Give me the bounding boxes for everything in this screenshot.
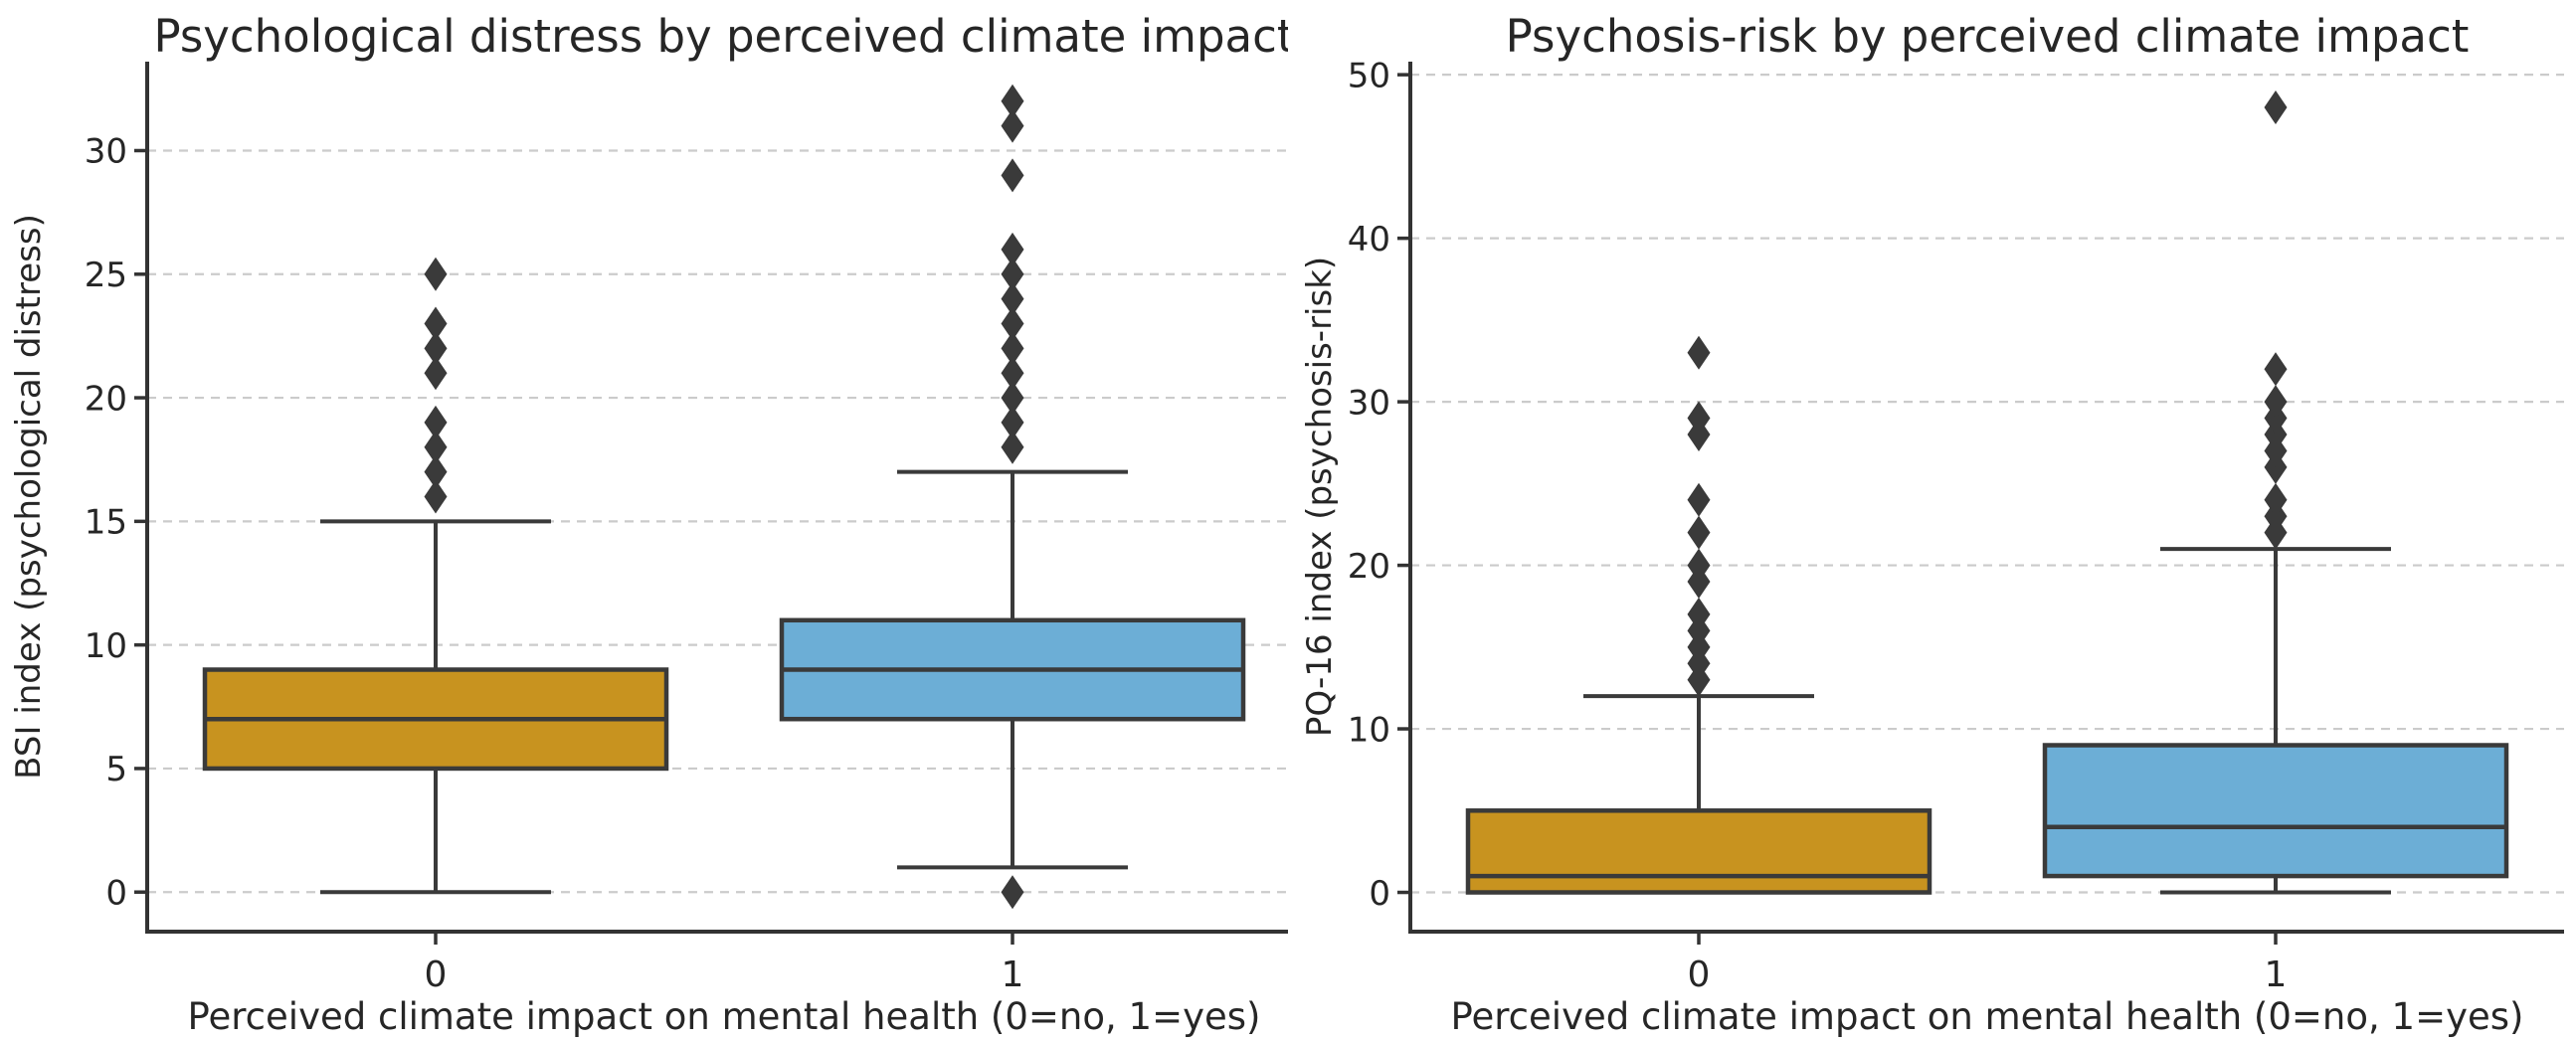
y-tick-label-50: 50: [1348, 56, 1390, 95]
outlier-diamond-22: [1001, 331, 1024, 366]
y-axis-label: BSI index (psychological distress): [9, 214, 49, 780]
outlier-diamond-22: [1687, 515, 1711, 550]
boxplot-group-0: [1465, 335, 1932, 895]
outlier-diamond-32: [1001, 84, 1024, 118]
outlier-diamond-18: [424, 430, 448, 464]
outlier-diamond-21: [424, 356, 448, 391]
box-iqr: [2042, 743, 2509, 879]
outlier-diamond-22: [424, 331, 448, 366]
boxplot-group-0: [202, 257, 669, 895]
outlier-diamond-31: [1001, 108, 1024, 143]
x-tick-label-1: 1: [2265, 955, 2288, 995]
outlier-diamond-25: [1001, 257, 1024, 291]
chart-title: Psychosis-risk by perceived climate impa…: [1506, 10, 2470, 63]
outlier-diamond-16: [424, 479, 448, 514]
y-tick-label-10: 10: [1348, 710, 1390, 750]
chart-psychological-distress: 0 5 10 15 20 25 30 0 1 Psychological distress by …: [9, 10, 1288, 1038]
y-tick-label-20: 20: [85, 379, 127, 419]
outlier-diamond-29: [1687, 401, 1711, 435]
x-tick-label-1: 1: [1002, 955, 1024, 995]
x-tick-label-0: 0: [1688, 955, 1711, 995]
y-tick-label-10: 10: [85, 626, 127, 666]
y-tick-label-0: 0: [105, 873, 127, 913]
y-tick-label-30: 30: [85, 132, 127, 172]
y-axis-label: PQ-16 index (psychosis-risk): [1300, 257, 1340, 737]
y-tick-label-5: 5: [105, 750, 127, 789]
outlier-diamond-24: [1001, 281, 1024, 316]
outlier-diamond-24: [1687, 482, 1711, 517]
y-tick-label-0: 0: [1369, 874, 1390, 914]
outlier-diamond-20: [1001, 381, 1024, 416]
outlier-diamond-20: [1687, 548, 1711, 583]
boxplot-group-1: [779, 84, 1246, 910]
y-tick-label-40: 40: [1348, 220, 1390, 260]
outlier-diamond-17: [1687, 597, 1711, 631]
y-tick-label-20: 20: [1348, 547, 1390, 587]
pq16-plot: 0 10 20 30 40 50 0 1 Psychosis-risk by perceived…: [1300, 10, 2564, 1038]
outlier-diamond-0: [1001, 875, 1024, 910]
outlier-diamond-32: [2264, 352, 2288, 387]
x-tick-label-0: 0: [425, 955, 448, 995]
chart-psychosis-risk: 0 10 20 30 40 50 0 1 Psychosis-risk by perceived…: [1288, 0, 2576, 1042]
chart-title: Psychological distress by perceived clim…: [153, 10, 1288, 63]
x-axis-label: Perceived climate impact on mental healt…: [188, 995, 1261, 1038]
outlier-diamond-48: [2264, 90, 2288, 125]
outlier-diamond-19: [1001, 405, 1024, 439]
outlier-diamond-33: [1687, 335, 1711, 370]
outlier-diamond-29: [1001, 158, 1024, 193]
outlier-diamond-23: [1001, 306, 1024, 341]
y-tick-label-15: 15: [85, 503, 127, 543]
x-axis-label: Perceived climate impact on mental healt…: [1451, 995, 2524, 1038]
outlier-diamond-18: [1001, 430, 1024, 464]
box-iqr: [1465, 808, 1932, 895]
y-tick-label-25: 25: [85, 256, 127, 295]
outlier-diamond-24: [2264, 482, 2288, 517]
boxplot-group-1: [2042, 90, 2509, 895]
outlier-diamond-23: [424, 306, 448, 341]
y-tick-label-30: 30: [1348, 383, 1390, 423]
outlier-diamond-19: [424, 405, 448, 439]
outlier-diamond-26: [1001, 232, 1024, 266]
outlier-diamond-25: [424, 257, 448, 291]
outlier-diamond-21: [1001, 356, 1024, 391]
outlier-diamond-30: [2264, 385, 2288, 420]
bsi-plot: 0 5 10 15 20 25 30 0 1 Psychological distress by …: [9, 10, 1288, 1038]
outlier-diamond-17: [424, 454, 448, 489]
